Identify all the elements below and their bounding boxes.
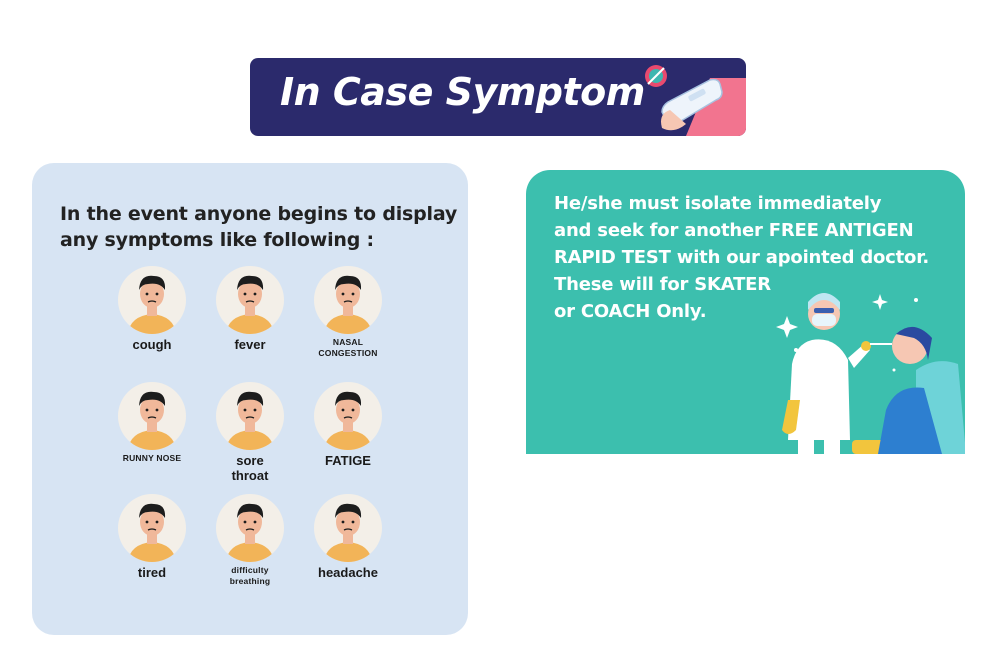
symptom-tired: tired bbox=[97, 494, 207, 580]
symptom-avatar-icon bbox=[118, 266, 186, 334]
message-line-3: RAPID TEST with our apointed doctor. bbox=[554, 247, 929, 268]
symptom-label: fever bbox=[234, 337, 266, 352]
banner-title: In Case Symptom bbox=[280, 70, 645, 114]
antigen-test-icon bbox=[645, 65, 723, 131]
message-line-1: He/she must isolate immediately bbox=[554, 193, 882, 214]
symptom-avatar-icon bbox=[118, 382, 186, 450]
symptom-avatar-icon bbox=[314, 266, 382, 334]
symptom-cough: cough bbox=[97, 266, 207, 352]
symptom-label: sore throat bbox=[231, 453, 269, 483]
message-line-2: and seek for another FREE ANTIGEN bbox=[554, 220, 914, 241]
symptom-label: NASAL CONGESTION bbox=[318, 337, 378, 358]
symptom-label: FATIGE bbox=[325, 453, 371, 468]
symptoms-heading: In the event anyone begins to display an… bbox=[60, 201, 460, 253]
symptom-avatar-icon bbox=[118, 494, 186, 562]
symptom-avatar-icon bbox=[216, 382, 284, 450]
symptom-headache: headache bbox=[293, 494, 403, 580]
symptom-fatige: FATIGE bbox=[293, 382, 403, 468]
symptom-label: tired bbox=[137, 565, 167, 580]
symptom-label: cough bbox=[132, 337, 172, 352]
symptom-avatar-icon bbox=[314, 382, 382, 450]
symptom-label: headache bbox=[318, 565, 378, 580]
symptom-avatar-icon bbox=[216, 266, 284, 334]
symptoms-card: In the event anyone begins to display an… bbox=[32, 163, 468, 635]
symptom-sore-throat: sore throat bbox=[195, 382, 305, 483]
symptom-avatar-icon bbox=[314, 494, 382, 562]
isolation-message: He/she must isolate immediately and seek… bbox=[554, 190, 954, 325]
symptom-label: difficulty breathing bbox=[229, 565, 271, 586]
doctor-swab-test-illustration bbox=[776, 293, 965, 454]
symptom-avatar-icon bbox=[216, 494, 284, 562]
symptom-fever: fever bbox=[195, 266, 305, 352]
isolation-card: He/she must isolate immediately and seek… bbox=[526, 170, 965, 454]
heading-line-1: In the event anyone begins to display bbox=[60, 203, 458, 225]
symptom-nasal-congestion: NASAL CONGESTION bbox=[293, 266, 403, 359]
heading-line-2: any symptoms like following : bbox=[60, 229, 374, 251]
symptom-runny-nose: RUNNY NOSE bbox=[97, 382, 207, 464]
symptom-difficulty-breathing: difficulty breathing bbox=[195, 494, 305, 587]
message-line-4: These will for SKATER bbox=[554, 274, 771, 295]
symptom-label: RUNNY NOSE bbox=[122, 453, 182, 463]
message-line-5: or COACH Only. bbox=[554, 301, 707, 322]
